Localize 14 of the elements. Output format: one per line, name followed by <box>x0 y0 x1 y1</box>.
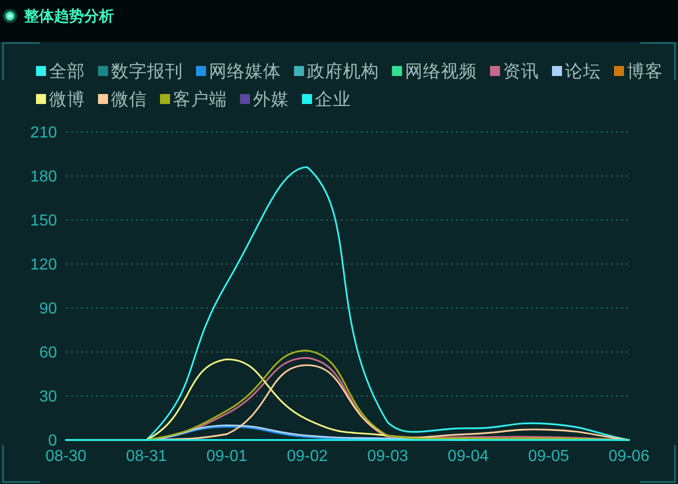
legend-label: 数字报刊 <box>111 61 183 81</box>
title: 整体趋势分析 <box>24 8 114 25</box>
legend-label: 全部 <box>49 61 85 81</box>
legend-label: 论坛 <box>565 61 601 81</box>
legend-label: 网络视频 <box>405 61 477 81</box>
legend-label: 政府机构 <box>307 61 379 81</box>
legend-label: 网络媒体 <box>209 61 281 81</box>
legend-label: 微博 <box>49 89 85 109</box>
legend-label: 客户端 <box>173 89 227 109</box>
legend-label: 资讯 <box>503 61 539 81</box>
legend-label: 微信 <box>111 89 147 109</box>
legend-label: 企业 <box>315 89 351 109</box>
legend-label: 博客 <box>627 61 663 81</box>
legend-label: 外媒 <box>253 89 289 109</box>
